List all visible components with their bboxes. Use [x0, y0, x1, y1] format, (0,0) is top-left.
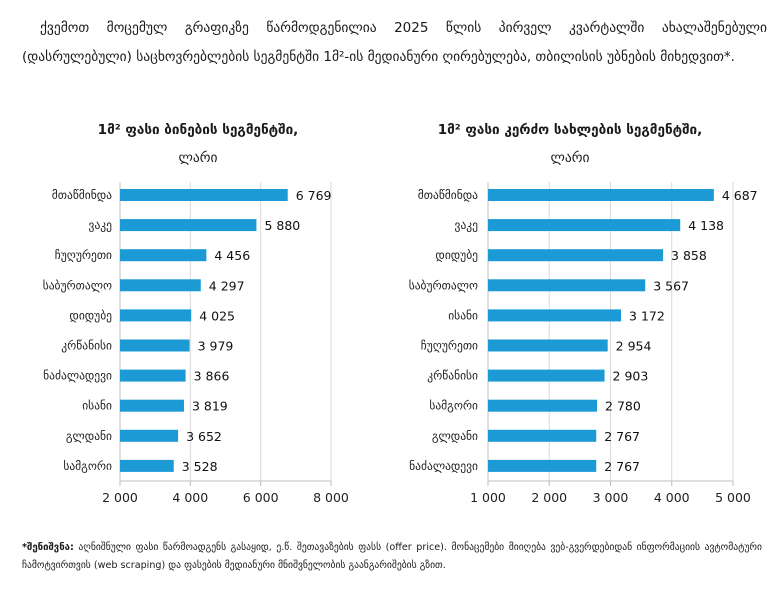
- x-tick-label: 1 000: [470, 490, 506, 505]
- data-label: 3 858: [671, 248, 707, 263]
- data-label: 3 172: [629, 308, 665, 323]
- bar: [120, 369, 186, 382]
- x-tick-label: 8 000: [313, 490, 349, 505]
- category-label: ისანი: [82, 399, 112, 413]
- data-label: 2 780: [605, 399, 641, 414]
- bar: [488, 309, 622, 322]
- bar: [488, 429, 597, 442]
- x-tick-label: 3 000: [593, 490, 629, 505]
- bar: [120, 279, 201, 292]
- chart-subtitle: ლარი: [178, 150, 218, 166]
- bar: [120, 459, 174, 472]
- bar: [488, 279, 646, 292]
- category-label: მთაწმინდა: [52, 188, 112, 202]
- category-label: საბურთალო: [43, 278, 112, 292]
- chart-title: 1მ² ფასი კერძო სახლების სეგმენტში,: [437, 122, 703, 138]
- data-label: 4 138: [688, 218, 724, 233]
- category-label: საბურთალო: [409, 278, 478, 292]
- data-label: 6 769: [296, 188, 332, 203]
- data-label: 2 954: [616, 339, 652, 354]
- chart-title-houses: 1მ² ფასი კერძო სახლების სეგმენტში, ლარი: [420, 116, 720, 172]
- bar: [120, 189, 288, 201]
- category-label: ნაძალადევი: [43, 369, 112, 383]
- data-label: 2 903: [613, 369, 649, 384]
- category-label: სამგორი: [429, 399, 478, 413]
- data-label: 4 456: [214, 248, 250, 263]
- data-label: 3 528: [182, 459, 218, 474]
- bar: [488, 369, 605, 382]
- chart-subtitle: ლარი: [550, 150, 590, 166]
- bar: [488, 219, 681, 232]
- category-label: ვაკე: [89, 218, 113, 232]
- data-label: 2 767: [604, 429, 640, 444]
- data-label: 3 866: [194, 369, 230, 384]
- bar: [120, 309, 192, 322]
- x-tick-label: 4 000: [654, 490, 690, 505]
- category-label: ნაძალადევი: [409, 459, 478, 473]
- bar: [120, 399, 184, 412]
- intro-paragraph: ქვემოთ მოცემულ გრაფიკზე წარმოდგენილია 20…: [22, 20, 767, 65]
- category-label: ვაკე: [455, 218, 479, 232]
- category-label: მთაწმინდა: [418, 188, 478, 202]
- category-label: კრწანისი: [61, 339, 112, 353]
- data-label: 3 979: [198, 339, 234, 354]
- bar: [488, 249, 664, 262]
- data-label: 4 687: [722, 188, 758, 203]
- footnote-text: აღნიშნული ფასი წარმოადგენს გასაყიდ, ე.წ.…: [22, 542, 762, 571]
- data-label: 2 767: [604, 459, 640, 474]
- bar: [488, 459, 597, 472]
- x-tick-label: 5 000: [715, 490, 751, 505]
- bar: [488, 339, 608, 352]
- chart-title: 1მ² ფასი ბინების სეგმენტში,: [97, 122, 299, 138]
- data-label: 3 819: [192, 399, 228, 414]
- category-label: ჩუღურეთი: [421, 339, 478, 353]
- data-label: 3 652: [186, 429, 222, 444]
- category-label: გლდანი: [432, 429, 478, 443]
- footnote: *შენიშვნა: აღნიშნული ფასი წარმოადგენს გა…: [22, 539, 762, 575]
- x-tick-label: 2 000: [531, 490, 567, 505]
- footnote-label: *შენიშვნა:: [22, 542, 74, 553]
- category-label: ისანი: [448, 308, 478, 322]
- bar: [120, 219, 257, 232]
- bar: [120, 429, 179, 442]
- data-label: 5 880: [264, 218, 300, 233]
- category-label: კრწანისი: [427, 369, 478, 383]
- category-label: გლდანი: [66, 429, 112, 443]
- bar: [120, 339, 190, 352]
- category-label: ჩუღურეთი: [55, 248, 112, 262]
- category-label: დიდუბე: [435, 248, 478, 262]
- category-label: სამგორი: [63, 459, 112, 473]
- x-tick-label: 4 000: [172, 490, 208, 505]
- bar: [488, 189, 714, 201]
- bar: [488, 399, 598, 412]
- bar: [120, 249, 207, 262]
- x-tick-label: 6 000: [243, 490, 279, 505]
- category-label: დიდუბე: [69, 308, 112, 322]
- data-label: 3 567: [653, 278, 689, 293]
- x-tick-label: 2 000: [102, 490, 138, 505]
- data-label: 4 025: [199, 308, 235, 323]
- chart-title-apartments: 1მ² ფასი ბინების სეგმენტში, ლარი: [48, 116, 348, 172]
- data-label: 4 297: [209, 278, 245, 293]
